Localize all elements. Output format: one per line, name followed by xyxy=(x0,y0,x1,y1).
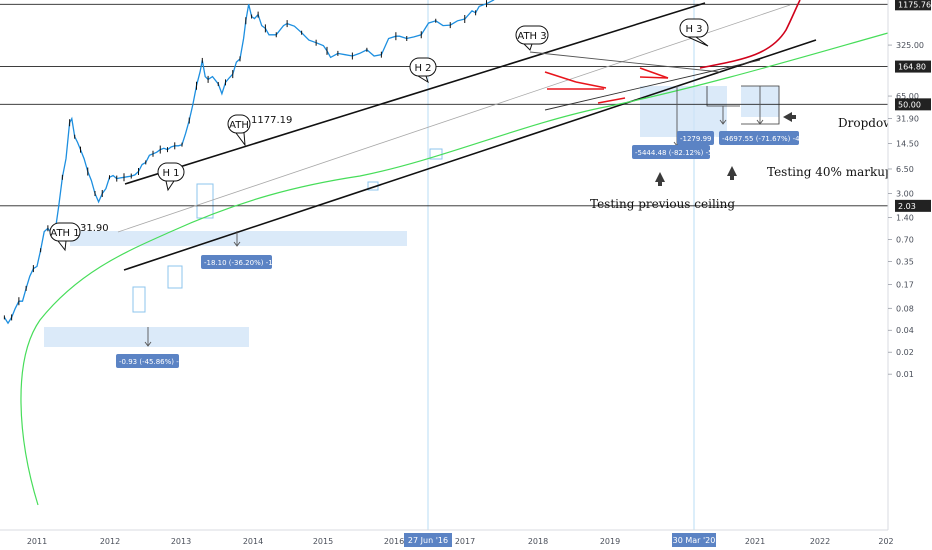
y-tick-label: 65.00 xyxy=(896,92,919,101)
ath3-callout-tail xyxy=(523,43,533,51)
x-tick-label: 2011 xyxy=(27,537,47,546)
y-tick-label: 1.40 xyxy=(896,214,914,223)
price-tag-bg xyxy=(895,0,931,11)
h1-callout xyxy=(157,162,185,182)
h2-callout xyxy=(409,57,437,77)
price-tag-bg xyxy=(895,199,931,212)
pennant2-lower xyxy=(639,76,669,79)
ath1-value: 31.90 xyxy=(80,223,109,234)
x-tick-label: 2018 xyxy=(528,537,548,546)
pennant-base xyxy=(597,97,626,104)
x-tick-label: 2012 xyxy=(100,537,120,546)
x-tick-label: 2013 xyxy=(171,537,191,546)
ath3-callout-text: ATH 3 xyxy=(517,31,546,42)
y-tick-label: 14.50 xyxy=(896,140,919,149)
measurement-label: -4697.55 (-71.67%) -469755 xyxy=(722,135,822,143)
price-tag-label: 2.03 xyxy=(898,202,916,211)
price-tag-label: 1175.76 xyxy=(898,0,931,9)
h2-callout-text: H 2 xyxy=(414,63,431,74)
y-tick-label: 0.70 xyxy=(896,236,914,245)
price-tag-label: 164.80 xyxy=(898,63,926,72)
pennant2-upper xyxy=(639,67,669,79)
h2-callout-tail xyxy=(417,75,429,84)
y-tick-label: 0.17 xyxy=(896,280,914,289)
breakout-box xyxy=(196,183,214,219)
up-arrow-marker xyxy=(727,166,737,180)
measurement-label: -5444.48 (-82.12%) -544448 xyxy=(635,149,735,157)
y-tick-label: 6.50 xyxy=(896,165,914,174)
x-tick-label: 2016 xyxy=(384,537,404,546)
measurement-label: -1279.99 ( xyxy=(680,135,717,143)
h3-callout-text: H 3 xyxy=(685,24,702,35)
x-tick-label: 2021 xyxy=(745,537,765,546)
y-tick-label: 0.01 xyxy=(896,370,914,379)
ath2-callout-text: ATH xyxy=(229,120,249,131)
y-tick-label: 325.00 xyxy=(896,41,924,50)
date-tag-label: 27 Jun '16 xyxy=(408,536,448,545)
measure-arrowhead xyxy=(233,241,241,247)
ath1-callout-text: ATH 1 xyxy=(50,228,79,239)
x-tick-label: 202 xyxy=(878,537,893,546)
bracket-mark xyxy=(706,86,740,107)
h3-callout-tail xyxy=(687,36,709,47)
measure-arrowhead xyxy=(144,341,152,347)
support-line xyxy=(544,59,761,111)
ath3-callout xyxy=(515,25,549,45)
x-tick-label: 2014 xyxy=(243,537,263,546)
ath2-value: 1177.19 xyxy=(251,115,292,126)
x-tick-label: 2017 xyxy=(455,537,475,546)
pennant-tip xyxy=(575,81,607,89)
ath2-callout-tail xyxy=(235,132,246,147)
measurement-label-bg xyxy=(677,131,714,145)
measurement-label-bg xyxy=(632,145,710,159)
measure-arrowhead xyxy=(719,119,727,125)
y-tick-label: 0.04 xyxy=(896,326,914,335)
left-arrow-marker xyxy=(783,112,796,122)
log-growth-curve xyxy=(20,32,889,506)
measure-box-2013 xyxy=(70,231,407,246)
projection-curve xyxy=(699,0,801,69)
up-arrow-marker xyxy=(655,172,665,186)
breakout-box xyxy=(167,265,183,289)
plot-area[interactable] xyxy=(0,0,888,530)
date-tag-label: 30 Mar '20 xyxy=(673,536,716,545)
date-tag-bg xyxy=(672,533,716,547)
note-previous-ceiling: Testing previous ceiling xyxy=(590,197,735,211)
y-tick-label: 0.35 xyxy=(896,258,914,267)
measurement-label: -18.10 (-36.20%) -1810 xyxy=(204,259,286,267)
y-tick-label: 0.08 xyxy=(896,304,914,313)
breakout-box xyxy=(132,286,146,313)
measurement-label: -0.93 (-45.86%) -93 xyxy=(119,358,188,366)
x-tick-label: 2022 xyxy=(810,537,830,546)
y-tick-label: 31.90 xyxy=(896,115,919,124)
h3-callout xyxy=(679,18,709,38)
mid-channel-line xyxy=(117,4,791,233)
x-tick-label: 2015 xyxy=(313,537,333,546)
date-tag-bg xyxy=(404,533,452,547)
x-tick-label: 2019 xyxy=(600,537,620,546)
y-tick-label: 0.02 xyxy=(896,348,914,357)
measure-box-2018-left xyxy=(640,86,677,137)
measure-box-2011 xyxy=(44,327,249,347)
measurement-label-bg xyxy=(116,354,179,368)
ath1-callout-tail xyxy=(57,240,67,252)
ath1-callout xyxy=(49,222,81,242)
y-tick-label: 3.00 xyxy=(896,189,914,198)
measurement-label-bg xyxy=(201,255,272,269)
measurement-label-bg xyxy=(719,131,799,145)
y-axis-panel xyxy=(888,0,932,550)
h1-callout-text: H 1 xyxy=(162,168,179,179)
price-tag-bg xyxy=(895,60,931,73)
h1-callout-tail xyxy=(165,180,175,192)
price-tag-bg xyxy=(895,98,931,111)
lower-channel-line xyxy=(123,39,817,271)
measure-arrowhead xyxy=(756,119,764,125)
price-tag-label: 50.00 xyxy=(898,100,921,109)
ath2-callout xyxy=(227,114,251,134)
pennant-upper xyxy=(544,71,577,83)
upper-channel-line xyxy=(124,2,706,185)
descending-resistance-line xyxy=(529,51,721,73)
measure-box-2018-mid xyxy=(677,86,727,137)
